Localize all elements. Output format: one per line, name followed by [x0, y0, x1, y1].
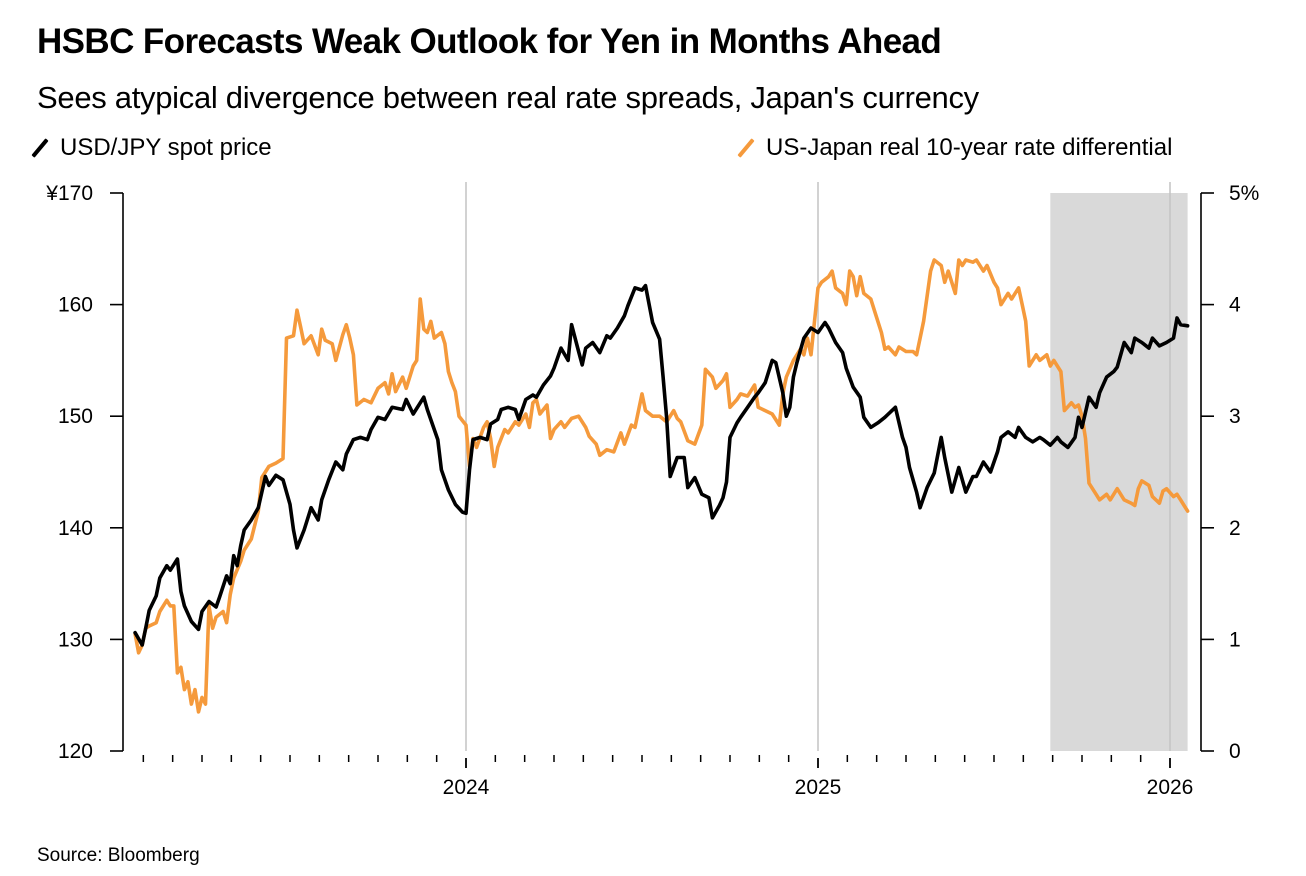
right-axis-tick-label: 5% [1229, 182, 1259, 205]
series-line-usdjpy [133, 283, 1190, 647]
legend-item-rate-differential: US-Japan real 10-year rate differential [736, 134, 1172, 162]
legend-item-usdjpy: USD/JPY spot price [30, 134, 272, 162]
series-line-rate-differential [133, 258, 1190, 714]
left-axis-tick-label: 160 [58, 294, 93, 317]
chart-title: HSBC Forecasts Weak Outlook for Yen in M… [37, 22, 942, 61]
right-axis-tick-label: 3 [1229, 405, 1241, 428]
right-axis-tick-label: 0 [1229, 740, 1241, 763]
left-axis-tick-label: 130 [58, 628, 93, 651]
right-axis-tick-label: 2 [1229, 517, 1241, 540]
legend-label-usdjpy: USD/JPY spot price [60, 134, 272, 161]
chart-subtitle: Sees atypical divergence between real ra… [37, 80, 979, 115]
x-axis-tick-label-2026: 2026 [1147, 776, 1194, 799]
shaded-forecast-region [1050, 193, 1188, 751]
left-axis-tick-label: 140 [58, 517, 93, 540]
right-axis-tick-label: 1 [1229, 628, 1241, 651]
left-axis-tick-label: 120 [58, 740, 93, 763]
legend-label-rate-differential: US-Japan real 10-year rate differential [766, 134, 1173, 161]
x-axis-tick-label-2025: 2025 [795, 776, 842, 799]
x-axis-tick-label-2024: 2024 [443, 776, 490, 799]
left-axis-tick-label: ¥170 [45, 182, 93, 205]
left-axis-tick-label: 150 [58, 405, 93, 428]
source-note: Source: Bloomberg [37, 845, 200, 866]
right-axis-tick-label: 4 [1229, 294, 1241, 317]
